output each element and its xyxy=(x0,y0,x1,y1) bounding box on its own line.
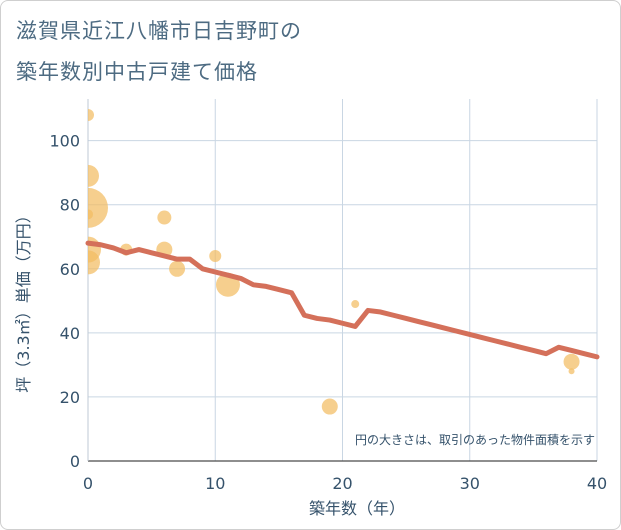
y-axis-title: 坪（3.3㎡）単価（万円） xyxy=(14,207,33,392)
x-axis-title: 築年数（年） xyxy=(309,499,405,518)
x-tick-label: 40 xyxy=(587,474,607,493)
bubble-point xyxy=(88,164,99,187)
bubble-point xyxy=(157,210,172,225)
bubble-point xyxy=(169,260,186,277)
bubble-point xyxy=(88,250,100,275)
x-tick-label: 30 xyxy=(460,474,480,493)
y-tick-label: 80 xyxy=(60,196,80,215)
bubble-point xyxy=(88,209,93,220)
y-tick-label: 60 xyxy=(60,260,80,279)
y-tick-label: 0 xyxy=(70,452,80,471)
chart-title-line-2: 築年数別中古戸建て価格 xyxy=(16,60,258,84)
bubble-point xyxy=(88,109,94,122)
grid-lines xyxy=(87,99,598,462)
trend-line-layer xyxy=(85,240,600,360)
price-trend-line xyxy=(85,240,600,360)
x-tick-label: 10 xyxy=(205,474,225,493)
tick-labels: 0 20 40 60 80 100 0 10 20 30 40 xyxy=(49,132,607,493)
y-tick-label: 100 xyxy=(49,132,80,151)
chart-title-line-1: 滋賀県近江八幡市日吉野町の xyxy=(16,19,302,43)
y-tick-label: 40 xyxy=(60,324,80,343)
bubble-point xyxy=(209,249,222,262)
bubble-point xyxy=(568,368,575,375)
bubble-point xyxy=(563,353,580,370)
y-tick-label: 20 xyxy=(60,388,80,407)
x-tick-label: 20 xyxy=(332,474,352,493)
bubble-point xyxy=(321,398,338,415)
x-tick-label: 0 xyxy=(83,474,93,493)
bubble-series xyxy=(88,109,580,415)
bubble-size-note: 円の大きさは、取引のあった物件面積を示す xyxy=(355,432,595,447)
bubble-point xyxy=(88,187,108,228)
bubble-point xyxy=(351,300,360,309)
